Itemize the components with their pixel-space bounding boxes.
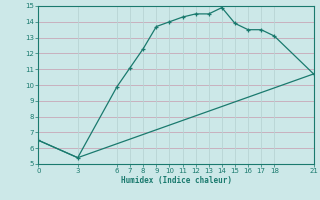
X-axis label: Humidex (Indice chaleur): Humidex (Indice chaleur) bbox=[121, 176, 231, 185]
